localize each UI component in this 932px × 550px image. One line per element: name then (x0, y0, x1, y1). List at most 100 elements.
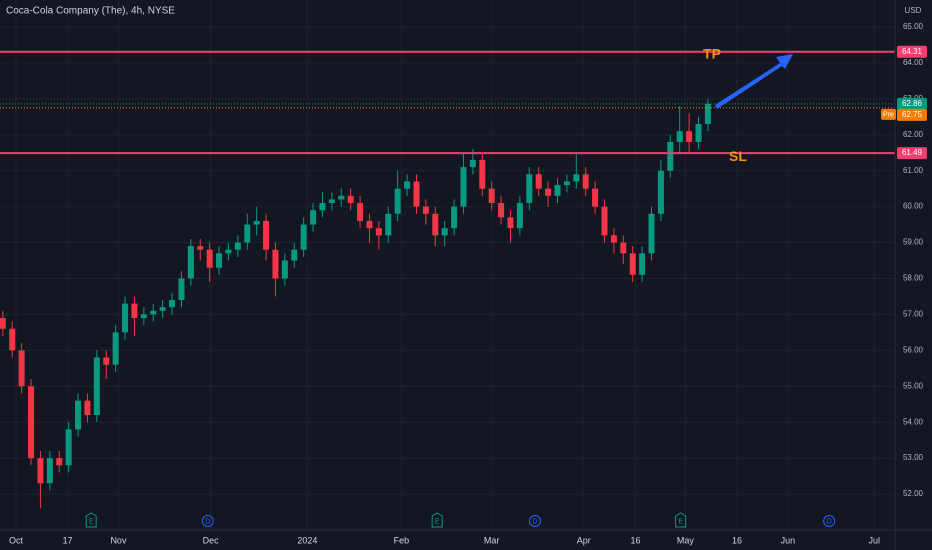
candle-body (432, 213, 439, 236)
y-tick-label: 65.00 (903, 22, 924, 31)
event-marker (201, 515, 214, 527)
candle-body (629, 253, 636, 275)
y-tick-label: 56.00 (903, 345, 924, 354)
event-label: D (532, 518, 537, 525)
candle-body (498, 203, 505, 218)
candle-body (178, 278, 185, 301)
candle-body (0, 318, 6, 329)
last-price-label: 62.86 (902, 99, 923, 108)
candle-body (375, 228, 382, 236)
candle-body (93, 357, 100, 416)
pre-market-label: 62.75 (902, 110, 923, 119)
candle-body (704, 103, 711, 124)
candle-body (122, 303, 129, 333)
x-tick-label: Mar (484, 535, 500, 545)
candle-body (667, 141, 674, 171)
candle-body (338, 195, 345, 200)
candle-body (159, 307, 166, 311)
y-tick-label: 59.00 (903, 238, 924, 247)
currency: USD (905, 6, 922, 15)
level-price-box (897, 147, 927, 160)
candle-body (150, 310, 157, 315)
event-label: E (89, 518, 94, 525)
candle-body (676, 131, 683, 142)
x-tick-label: 2024 (297, 535, 317, 545)
event-marker (528, 515, 541, 527)
candle-body (37, 458, 44, 484)
candle-body (554, 185, 561, 196)
candle-body (206, 249, 213, 268)
x-tick-label: Jul (869, 535, 881, 545)
candle-body (545, 188, 552, 196)
candle-body (366, 220, 373, 229)
candle-body (347, 195, 354, 204)
candle-body (253, 220, 260, 225)
candle-body (592, 188, 599, 207)
candle-body (281, 260, 288, 279)
candle-body (413, 181, 420, 207)
candle-body (140, 314, 147, 318)
x-tick-label: 17 (63, 535, 73, 545)
event-marker (823, 515, 836, 527)
candle-body (319, 203, 326, 211)
pre-market-box (897, 108, 927, 121)
candle-body (451, 206, 458, 229)
level-name: SL (729, 148, 747, 164)
candle-body (394, 188, 401, 214)
chart-title: Coca-Cola Company (The), 4h, NYSE (6, 6, 175, 17)
candle-body (657, 170, 664, 214)
event-label: E (435, 518, 440, 525)
event-label: D (205, 518, 210, 525)
candle-body (103, 357, 110, 365)
candle-body (620, 242, 627, 254)
y-tick-label: 53.00 (903, 453, 924, 462)
y-tick-label: 60.00 (903, 202, 924, 211)
event-label: E (678, 518, 683, 525)
candle-body (234, 242, 241, 250)
candle-body (310, 210, 317, 225)
event-marker (431, 512, 443, 528)
candle-body (507, 217, 514, 229)
x-tick-label: May (677, 535, 695, 545)
candle-body (460, 167, 467, 207)
candle-body (563, 181, 570, 186)
event-marker (675, 512, 687, 528)
y-tick-label: 54.00 (903, 417, 924, 426)
arrow (715, 54, 793, 109)
candle-body (535, 174, 542, 189)
level-price-box (897, 45, 927, 58)
candle-body (385, 213, 392, 236)
candle-body (18, 350, 25, 387)
candle-body (328, 199, 335, 204)
candle-body (9, 328, 16, 351)
last-price-box (897, 97, 927, 110)
candle-body (263, 220, 270, 250)
candle-body (610, 235, 617, 243)
x-tick-label: Jun (781, 535, 796, 545)
candle-body (169, 300, 176, 308)
candle-body (488, 188, 495, 204)
candle-body (526, 174, 533, 204)
y-tick-label: 52.00 (903, 489, 924, 498)
x-tick-label: 16 (631, 535, 641, 545)
y-tick-label: 57.00 (903, 310, 924, 319)
candle-body (272, 249, 279, 279)
y-tick-label: 62.00 (903, 130, 924, 139)
candle-body (300, 224, 307, 250)
candle-body (516, 203, 523, 229)
candle-body (695, 123, 702, 142)
candles (0, 98, 711, 509)
level-price-label: 64.31 (902, 47, 923, 56)
x-tick-label: Feb (394, 535, 410, 545)
overlays: TP SL E D E D E D (0, 45, 895, 528)
candle-body (46, 458, 53, 484)
candle-body (28, 386, 35, 459)
candle-body (65, 429, 72, 466)
x-tick-label: Apr (577, 535, 591, 545)
candle-body (187, 246, 194, 279)
candle-body (84, 400, 91, 416)
candle-body (291, 249, 298, 261)
candle-body (582, 174, 589, 189)
candle-body (469, 159, 476, 168)
